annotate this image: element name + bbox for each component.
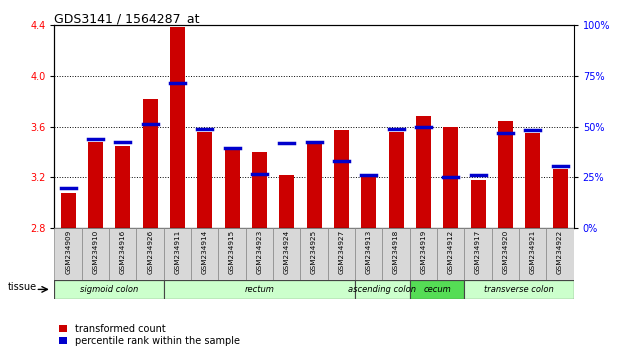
Bar bbox=[273, 228, 301, 280]
Text: GSM234909: GSM234909 bbox=[65, 230, 71, 274]
Bar bbox=[388, 132, 404, 228]
Bar bbox=[61, 193, 76, 228]
Bar bbox=[109, 228, 137, 280]
Bar bbox=[355, 228, 383, 280]
Bar bbox=[219, 228, 246, 280]
Bar bbox=[164, 228, 191, 280]
Text: GSM234913: GSM234913 bbox=[366, 230, 372, 274]
Text: tissue: tissue bbox=[8, 282, 37, 292]
Text: GSM234922: GSM234922 bbox=[557, 230, 563, 274]
Text: rectum: rectum bbox=[244, 285, 274, 294]
Bar bbox=[142, 98, 158, 228]
Text: GSM234917: GSM234917 bbox=[475, 230, 481, 274]
Bar bbox=[334, 130, 349, 228]
Bar bbox=[191, 228, 219, 280]
Bar bbox=[306, 143, 322, 228]
Bar bbox=[362, 177, 376, 228]
Text: GSM234919: GSM234919 bbox=[420, 230, 426, 274]
Text: GSM234927: GSM234927 bbox=[338, 230, 344, 274]
Text: GSM234915: GSM234915 bbox=[229, 230, 235, 274]
Bar bbox=[279, 175, 294, 228]
Text: ascending colon: ascending colon bbox=[349, 285, 417, 294]
Text: GSM234914: GSM234914 bbox=[202, 230, 208, 274]
Text: GSM234921: GSM234921 bbox=[529, 230, 536, 274]
Text: cecum: cecum bbox=[423, 285, 451, 294]
Bar bbox=[115, 145, 130, 228]
Bar bbox=[88, 142, 103, 228]
Bar bbox=[197, 132, 212, 228]
Bar bbox=[498, 121, 513, 228]
Bar bbox=[224, 149, 240, 228]
Bar bbox=[410, 228, 437, 280]
Bar bbox=[164, 280, 355, 299]
Bar bbox=[252, 152, 267, 228]
Bar bbox=[470, 180, 486, 228]
Legend: transformed count, percentile rank within the sample: transformed count, percentile rank withi… bbox=[60, 324, 240, 346]
Bar bbox=[170, 27, 185, 228]
Text: GSM234916: GSM234916 bbox=[120, 230, 126, 274]
Text: GDS3141 / 1564287_at: GDS3141 / 1564287_at bbox=[54, 12, 200, 25]
Bar bbox=[383, 228, 410, 280]
Text: GSM234910: GSM234910 bbox=[92, 230, 99, 274]
Bar bbox=[525, 133, 540, 228]
Bar bbox=[54, 280, 164, 299]
Text: transverse colon: transverse colon bbox=[484, 285, 554, 294]
Bar bbox=[246, 228, 273, 280]
Bar bbox=[301, 228, 328, 280]
Bar bbox=[546, 228, 574, 280]
Bar bbox=[82, 228, 109, 280]
Bar bbox=[416, 116, 431, 228]
Bar bbox=[355, 280, 410, 299]
Text: sigmoid colon: sigmoid colon bbox=[80, 285, 138, 294]
Bar bbox=[553, 169, 567, 228]
Text: GSM234911: GSM234911 bbox=[174, 230, 181, 274]
Bar bbox=[464, 228, 492, 280]
Text: GSM234926: GSM234926 bbox=[147, 230, 153, 274]
Bar bbox=[519, 228, 546, 280]
Text: GSM234918: GSM234918 bbox=[393, 230, 399, 274]
Bar bbox=[464, 280, 574, 299]
Bar bbox=[437, 228, 464, 280]
Text: GSM234924: GSM234924 bbox=[284, 230, 290, 274]
Bar bbox=[54, 228, 82, 280]
Bar bbox=[137, 228, 164, 280]
Bar bbox=[410, 280, 464, 299]
Bar bbox=[443, 127, 458, 228]
Bar bbox=[328, 228, 355, 280]
Text: GSM234912: GSM234912 bbox=[447, 230, 454, 274]
Text: GSM234920: GSM234920 bbox=[503, 230, 508, 274]
Text: GSM234923: GSM234923 bbox=[256, 230, 262, 274]
Bar bbox=[492, 228, 519, 280]
Text: GSM234925: GSM234925 bbox=[311, 230, 317, 274]
